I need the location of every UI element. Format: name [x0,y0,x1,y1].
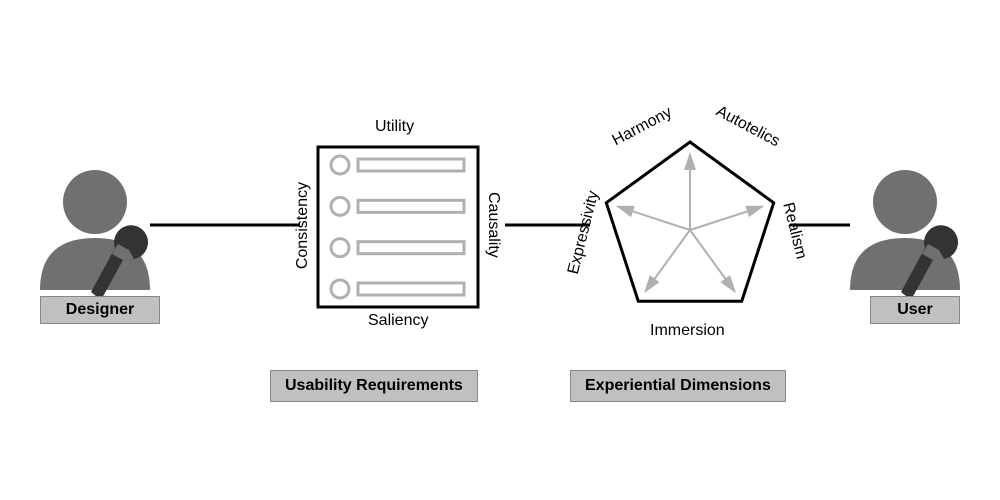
list-bar-0 [358,159,464,171]
pentagon-arrow-1 [690,207,762,230]
pentagon-arrow-4 [618,207,690,230]
usability-section-label: Usability Requirements [270,370,478,402]
designer-label: Designer [40,296,160,324]
list-bullet-0 [331,156,349,174]
saliency-label: Saliency [368,312,428,330]
user-label: User [870,296,960,324]
experiential-section-label: Experiential Dimensions [570,370,786,402]
list-bar-3 [358,283,464,295]
experiential-pentagon [606,142,773,301]
list-bar-2 [358,242,464,254]
causality-label: Causality [484,192,502,258]
immersion-label: Immersion [650,322,725,340]
usability-box [318,147,478,307]
designer-icon [40,170,150,300]
pentagon-arrow-3 [645,230,690,291]
utility-label: Utility [375,118,414,136]
list-bullet-2 [331,239,349,257]
pentagon-arrow-2 [690,230,735,291]
list-bar-1 [358,200,464,212]
list-bullet-3 [331,280,349,298]
consistency-label: Consistency [294,182,312,269]
list-bullet-1 [331,197,349,215]
user-icon [850,170,960,300]
